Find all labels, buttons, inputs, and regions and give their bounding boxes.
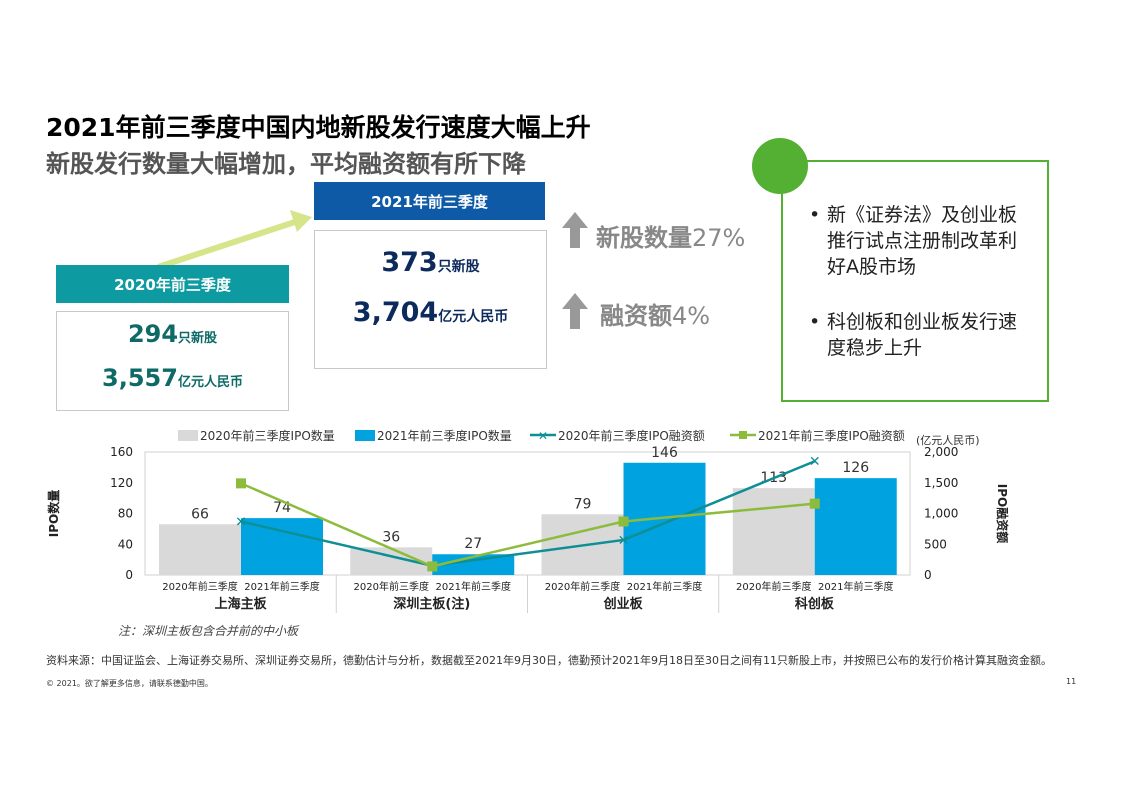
ipo-chart: 2020年前三季度IPO数量 2021年前三季度IPO数量 ✕ 2020年前三季度IP…: [46, 428, 1010, 613]
bar: [241, 518, 323, 575]
growth-amount: 融资额4%: [600, 296, 710, 331]
bar-value-label: 79: [574, 496, 592, 512]
x-group-label: 科创板: [795, 596, 835, 612]
up-arrow-icon: [562, 212, 588, 248]
y-tick-right: 1,000: [924, 507, 958, 521]
line-point: [809, 498, 820, 509]
y-tick-right: 0: [924, 568, 932, 582]
series-line: [240, 482, 815, 568]
y-axis-label-right: IPO融资额: [995, 484, 1010, 543]
bar-value-label: 27: [464, 536, 482, 552]
bar-value-label: 36: [382, 529, 400, 545]
x-sub-label: 2021年前三季度: [436, 580, 511, 593]
bar: [732, 488, 815, 575]
count-value-2021: 373: [381, 247, 438, 278]
progress-arrow-icon: [157, 210, 312, 270]
y-tick-left: 160: [110, 445, 133, 459]
line-point: [236, 478, 246, 489]
y-axis-label-left: IPO数量: [46, 490, 61, 537]
y-tick-left: 80: [118, 507, 133, 521]
legend-swatch: [178, 430, 198, 441]
header-2021: 2021年前三季度: [314, 182, 545, 220]
line-point: [427, 561, 438, 572]
amount-unit-2021: 亿元人民币: [438, 309, 509, 325]
stat-amount-2020: 3,557亿元人民币: [57, 364, 288, 392]
bar-value-label: 66: [191, 506, 209, 522]
legend-label: 2021年前三季度IPO融资额: [758, 428, 905, 443]
x-group-label: 创业板: [603, 596, 644, 612]
bar: [814, 478, 897, 575]
growth-amount-pct: 4%: [672, 302, 711, 330]
bullet-item: • 科创板和创业板发行速度稳步上升: [809, 309, 1034, 361]
growth-count-label: 新股数量: [596, 224, 692, 252]
growth-count-pct: 27%: [692, 224, 746, 252]
up-arrow-icon: [562, 293, 588, 329]
bullet-text: 新《证券法》及创业板推行试点注册制改革利好A股市场: [827, 204, 1018, 278]
count-unit-2020: 只新股: [178, 331, 218, 346]
x-group-label: 上海主板: [215, 596, 268, 612]
amount-value-2020: 3,557: [102, 364, 178, 392]
bullet-dot-icon: •: [809, 204, 821, 226]
source-note: 资料来源：中国证监会、上海证券交易所、深圳证券交易所，德勤估计与分析，数据截至2…: [46, 654, 1052, 667]
x-sub-label: 2020年前三季度: [545, 580, 620, 593]
bar: [432, 554, 515, 575]
stat-count-2021: 373只新股: [315, 247, 546, 278]
growth-count: 新股数量27%: [596, 218, 745, 253]
legend-marker: [739, 431, 747, 439]
legend-swatch: [355, 430, 375, 441]
stat-box-2020: 294只新股 3,557亿元人民币: [56, 311, 289, 411]
x-sub-label: 2021年前三季度: [244, 580, 319, 593]
series-line: [240, 460, 816, 568]
header-2020: 2020年前三季度: [56, 265, 289, 303]
page-title: 2021年前三季度中国内地新股发行速度大幅上升: [46, 113, 591, 142]
line-point: ✕: [809, 454, 821, 470]
line-point: ✕: [618, 533, 630, 549]
y-tick-left: 120: [110, 476, 133, 490]
x-group-label: 深圳主板(注): [393, 596, 470, 612]
count-value-2020: 294: [127, 320, 179, 348]
legend-label: 2021年前三季度IPO数量: [377, 428, 512, 443]
growth-amount-label: 融资额: [600, 302, 672, 330]
x-sub-label: 2020年前三季度: [354, 580, 429, 593]
bar-value-label: 126: [842, 460, 869, 476]
right-axis-unit: (亿元人民币): [916, 434, 980, 447]
highlights-box: • 新《证券法》及创业板推行试点注册制改革利好A股市场 • 科创板和创业板发行速…: [781, 160, 1049, 402]
page-subtitle: 新股发行数量大幅增加，平均融资额有所下降: [46, 150, 526, 178]
y-tick-right: 500: [924, 537, 947, 551]
line-point: ✕: [235, 514, 247, 530]
x-sub-label: 2020年前三季度: [162, 580, 237, 593]
y-tick-right: 1,500: [924, 476, 958, 490]
legend-label: 2020年前三季度IPO数量: [200, 428, 335, 443]
count-unit-2021: 只新股: [437, 259, 480, 275]
amount-value-2021: 3,704: [352, 297, 439, 328]
bullet-text: 科创板和创业板发行速度稳步上升: [827, 311, 1018, 359]
amount-unit-2020: 亿元人民币: [177, 375, 243, 390]
y-tick-left: 40: [118, 537, 133, 551]
x-sub-label: 2021年前三季度: [818, 580, 893, 593]
legend-marker: ✕: [538, 429, 548, 443]
bar: [159, 524, 241, 575]
legend-label: 2020年前三季度IPO融资额: [558, 428, 705, 443]
stat-count-2020: 294只新股: [57, 320, 288, 348]
bar-value-label: 146: [651, 445, 678, 461]
x-sub-label: 2020年前三季度: [736, 580, 811, 593]
x-sub-label: 2021年前三季度: [627, 580, 702, 593]
bullet-item: • 新《证券法》及创业板推行试点注册制改革利好A股市场: [809, 202, 1034, 280]
line-point: [618, 516, 629, 527]
stat-amount-2021: 3,704亿元人民币: [315, 297, 546, 328]
y-tick-right: 2,000: [924, 445, 958, 459]
page-number: 11: [1066, 677, 1077, 686]
chart-footnote: 注：深圳主板包含合并前的中小板: [118, 624, 299, 638]
y-tick-left: 0: [125, 568, 133, 582]
green-circle-icon: [752, 138, 808, 194]
copyright: © 2021。欲了解更多信息，请联系德勤中国。: [46, 679, 213, 688]
stat-box-2021: 373只新股 3,704亿元人民币: [314, 230, 547, 369]
bullet-dot-icon: •: [809, 311, 821, 333]
